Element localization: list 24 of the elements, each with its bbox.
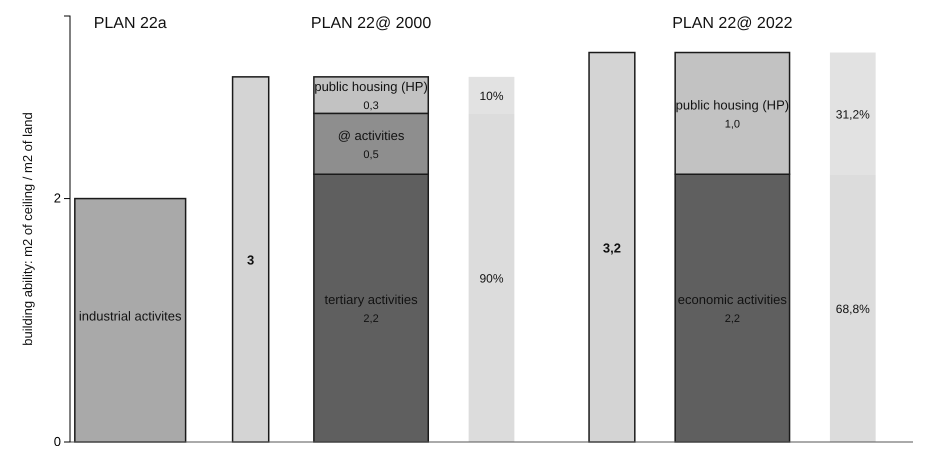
text: public housing (HP) xyxy=(314,79,428,94)
data-label: 2,2 xyxy=(363,313,379,326)
annotation: 10% xyxy=(479,89,504,104)
series-label: tertiary activities xyxy=(324,292,418,308)
annotation: PLAN 22@ 2022 xyxy=(672,15,793,32)
series-label: public housing (HP) xyxy=(676,97,790,112)
data-label: 3,2 xyxy=(602,240,621,256)
y-axis-title: building ability: m2 of ceiling / m2 of land xyxy=(20,112,35,346)
y-tick-label: 2 xyxy=(54,190,61,206)
data-label: 2,2 xyxy=(724,313,740,326)
data-label: 3 xyxy=(247,252,254,268)
y-tick-label: 0 xyxy=(54,434,61,450)
data-label: 0,3 xyxy=(363,100,379,112)
annotation: PLAN 22a xyxy=(94,15,167,32)
series-label: @ activities xyxy=(338,128,405,143)
annotation: 31,2% xyxy=(836,107,870,122)
annotation: 68,8% xyxy=(836,302,870,316)
annotation: PLAN 22@ 2000 xyxy=(310,15,432,32)
series-label: economic activities xyxy=(678,292,788,308)
bar xyxy=(74,198,186,443)
series-label: industrial activites xyxy=(78,308,182,324)
data-label: 0,5 xyxy=(363,148,379,161)
annotation: 90% xyxy=(479,272,504,286)
data-label: 1,0 xyxy=(724,118,740,130)
